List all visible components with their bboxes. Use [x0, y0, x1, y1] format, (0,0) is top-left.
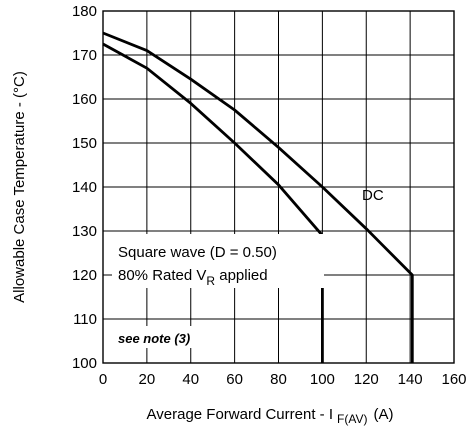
y-tick-label: 150 [72, 135, 97, 152]
x-tick-label: 0 [99, 371, 107, 388]
series-line-dc [102, 31, 414, 363]
x-tick-label: 80 [270, 371, 287, 388]
square-wave-label: Square wave (D = 0.50) [118, 244, 277, 261]
y-tick-label: 180 [72, 3, 97, 20]
note-annotation: see note (3) [112, 326, 212, 348]
note-label: see note (3) [118, 331, 190, 346]
x-tick-label: 140 [398, 371, 423, 388]
y-tick-label: 160 [72, 91, 97, 108]
y-axis-label: Allowable Case Temperature - (°C) [11, 71, 28, 303]
y-tick-label: 100 [72, 355, 97, 372]
dc-label: DC [362, 187, 384, 204]
x-tick-label: 60 [226, 371, 243, 388]
square-wave-annotation: Square wave (D = 0.50) 80% Rated VR appl… [112, 234, 324, 288]
plot-frame [102, 10, 455, 364]
y-tick-label: 130 [72, 223, 97, 240]
grid [102, 10, 455, 364]
rated-vr-label: 80% Rated VR applied [118, 267, 268, 288]
x-tick-label: 160 [441, 371, 466, 388]
x-tick-label: 20 [139, 371, 156, 388]
x-ticks: 0 20 40 60 80 100 120 140 160 [99, 371, 467, 388]
y-tick-label: 120 [72, 267, 97, 284]
series-line-square-wave [102, 42, 324, 363]
y-tick-label: 110 [73, 311, 97, 328]
y-tick-label: 140 [72, 179, 97, 196]
x-tick-label: 40 [182, 371, 199, 388]
x-axis-label: Average Forward Current - I F(AV) (A) [147, 406, 394, 426]
x-tick-label: 100 [310, 371, 335, 388]
y-ticks: 100 110 120 130 140 150 160 170 180 [72, 3, 97, 372]
x-tick-label: 120 [354, 371, 379, 388]
y-tick-label: 170 [72, 47, 97, 64]
